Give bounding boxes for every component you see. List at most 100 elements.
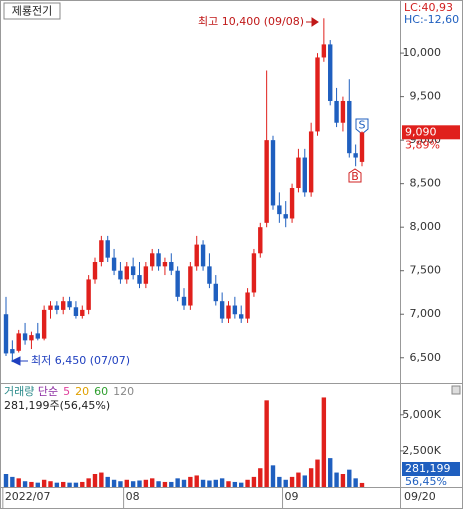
candle-body [347, 100, 352, 154]
volume-bar [61, 481, 66, 487]
volume-bar [302, 475, 307, 487]
stock-name-box [3, 2, 61, 20]
ma-period: 60 [94, 385, 108, 398]
candle-body [35, 333, 40, 339]
high-arrow [306, 17, 319, 27]
volume-bar [143, 479, 149, 487]
candle-body [239, 314, 244, 319]
volume-bar [283, 479, 288, 487]
ma-type: 단순 [38, 385, 58, 398]
volume-bar [16, 478, 21, 487]
candle-body [334, 100, 339, 123]
volume-bar [264, 400, 269, 487]
volume-bar [92, 474, 98, 487]
candle-body [54, 305, 60, 310]
candle-body [258, 227, 263, 254]
volume-bar [73, 482, 79, 487]
volume-bar [29, 481, 34, 487]
volume-bar [118, 481, 123, 487]
candle-body [143, 266, 149, 284]
y-tick-label: 2,500K [402, 444, 441, 457]
candle-body [308, 131, 314, 193]
candle-body [219, 301, 225, 319]
candle-body [137, 275, 142, 284]
y-tick-label: 7,500 [410, 264, 442, 277]
candle-body [29, 335, 34, 341]
y-tick-label: 7,000 [410, 307, 442, 320]
panel-button[interactable] [451, 385, 461, 395]
candle-body [67, 301, 72, 308]
ma-period: 120 [113, 385, 134, 398]
candle-body [111, 257, 117, 271]
volume-bar [232, 481, 238, 487]
candle-body [245, 292, 250, 319]
volume-bar [289, 476, 295, 487]
volume-bar [226, 481, 231, 487]
candle-body [213, 283, 218, 302]
volume-bar [156, 481, 161, 487]
ma-period: 5 [63, 385, 70, 398]
last-volume: 281,199 [405, 462, 451, 475]
volume-bar [328, 458, 333, 487]
volume-bar [99, 472, 104, 487]
candle-body [181, 296, 187, 306]
volume-bar [10, 476, 15, 487]
ma-period: 20 [75, 385, 89, 398]
volume-bar [150, 478, 155, 487]
candle-body [169, 262, 174, 271]
volume-bar [200, 479, 206, 487]
y-tick-label: 10,000 [403, 46, 442, 59]
x-tick-label: 08 [126, 490, 140, 503]
candle-body [194, 244, 199, 267]
volume-bar [315, 459, 320, 487]
volume-bar [321, 397, 327, 487]
candle-body [16, 333, 21, 351]
volume-bar [54, 482, 60, 487]
candle-body [200, 244, 206, 267]
volume-bar [334, 472, 339, 487]
volume-bar [296, 472, 301, 487]
candle-body [150, 253, 155, 267]
volume-bar [213, 479, 218, 487]
y-tick-label: 8,000 [410, 220, 442, 233]
candle-body [124, 266, 129, 280]
candle-body [86, 279, 91, 310]
stock-name: 제룡전기 [12, 5, 52, 18]
candle-body [315, 57, 320, 132]
candle-body [3, 314, 9, 354]
volume-bar [111, 479, 117, 487]
volume-bar [258, 468, 263, 487]
candle-body [251, 253, 257, 293]
candle-body [162, 262, 168, 267]
last-price: 9,090 [405, 125, 437, 138]
candle-body [226, 305, 231, 319]
volume-bar [67, 482, 72, 487]
volume-bar [340, 474, 346, 487]
x-tick-label: 09 [285, 490, 299, 503]
candle-body [48, 305, 53, 310]
volume-ratio: 56,45% [405, 475, 447, 488]
candle-body [130, 266, 136, 276]
sell-marker: S [359, 119, 366, 132]
candle-body [80, 309, 85, 316]
candle-body [277, 205, 282, 215]
volume-bar [162, 481, 168, 487]
high-note: 최고 10,400 (09/08) [198, 15, 304, 28]
volume-bar [188, 476, 193, 487]
volume-bar [277, 476, 282, 487]
candle-body [270, 140, 276, 206]
volume-bar [130, 481, 136, 487]
candle-body [10, 349, 15, 354]
candle-body [92, 262, 98, 280]
candle-body [289, 188, 295, 219]
volume-bar [137, 480, 142, 487]
volume-info: 281,199주(56,45%) [4, 399, 110, 412]
volume-bar [48, 481, 53, 487]
candle-body [321, 44, 327, 58]
change-label: 3,89% [405, 138, 440, 151]
candle-body [264, 140, 269, 223]
volume-bar [181, 479, 187, 487]
candle-body [283, 214, 288, 219]
